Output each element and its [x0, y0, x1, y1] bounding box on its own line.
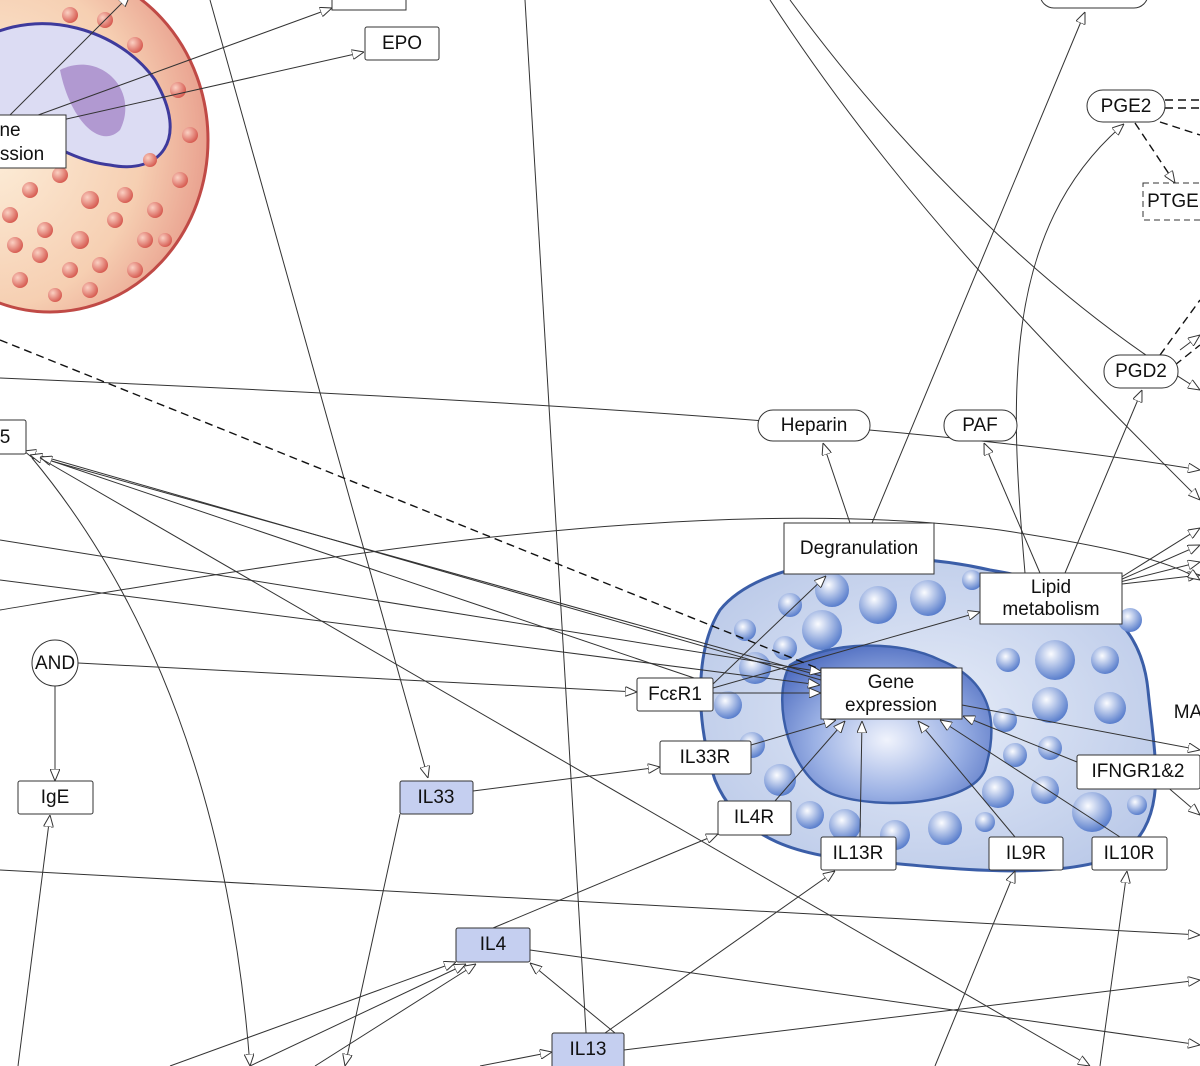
node: IFNGR1&2 — [1076, 754, 1200, 790]
node-label: ssion — [0, 144, 44, 165]
node-label: PGD2 — [1115, 361, 1167, 382]
node: Degranulation — [783, 522, 935, 575]
node-label: PGE2 — [1101, 96, 1152, 117]
node-label: IL10R — [1104, 843, 1155, 864]
node-label: IL4 — [480, 934, 507, 955]
node: Histamine — [1040, 0, 1148, 9]
node: MBP — [331, 0, 407, 11]
node-label: expression — [845, 695, 937, 716]
node-label: IgE — [41, 787, 70, 808]
node-label: EPO — [382, 33, 422, 54]
node: IL9R — [988, 836, 1064, 871]
node: ne ssion — [0, 114, 67, 169]
node-label: Gene — [868, 672, 914, 693]
cell-label: MA — [1174, 702, 1200, 723]
node-label: PAF — [962, 415, 998, 436]
node: IL33R — [659, 740, 752, 775]
node-label: IL9R — [1006, 843, 1046, 864]
eosinophil-cell — [0, 0, 210, 314]
node-label: IL33 — [418, 787, 455, 808]
node-label: IL13R — [833, 843, 884, 864]
node-label: ne — [0, 120, 21, 141]
node-label: MA — [1174, 702, 1200, 723]
node-label: PTGE — [1147, 191, 1199, 212]
node-label: IL4R — [734, 807, 774, 828]
node-label: MBP — [348, 0, 389, 4]
node: FcεR1 — [636, 677, 714, 712]
node: 5 — [0, 419, 27, 455]
node-label: FcεR1 — [648, 684, 702, 705]
node-label: 5 — [0, 427, 10, 448]
node-label: IL33R — [680, 747, 731, 768]
node-label: metabolism — [1002, 599, 1099, 620]
node-label: IL13 — [570, 1039, 607, 1060]
node-label: Heparin — [781, 415, 848, 436]
node: IL13R — [820, 836, 897, 871]
node: IgE — [17, 780, 94, 815]
node: IL10R — [1091, 836, 1168, 871]
node: PAF — [943, 409, 1018, 442]
node-label: Lipid — [1031, 577, 1071, 598]
node: EPO — [364, 26, 440, 61]
node-label: Degranulation — [800, 538, 918, 559]
node: IL4R — [717, 800, 792, 836]
node: Heparin — [757, 409, 871, 442]
node: PGD2 — [1103, 354, 1179, 389]
node-label: AND — [35, 653, 75, 674]
node: AND — [31, 639, 79, 687]
node-label: IFNGR1&2 — [1092, 761, 1185, 782]
node: IL13 — [551, 1032, 625, 1066]
node: IL4 — [455, 927, 531, 963]
node: PGE2 — [1086, 89, 1166, 123]
node-label: Histamine — [1052, 0, 1136, 2]
node: PTGE — [1142, 182, 1200, 221]
node: IL33 — [399, 780, 474, 815]
